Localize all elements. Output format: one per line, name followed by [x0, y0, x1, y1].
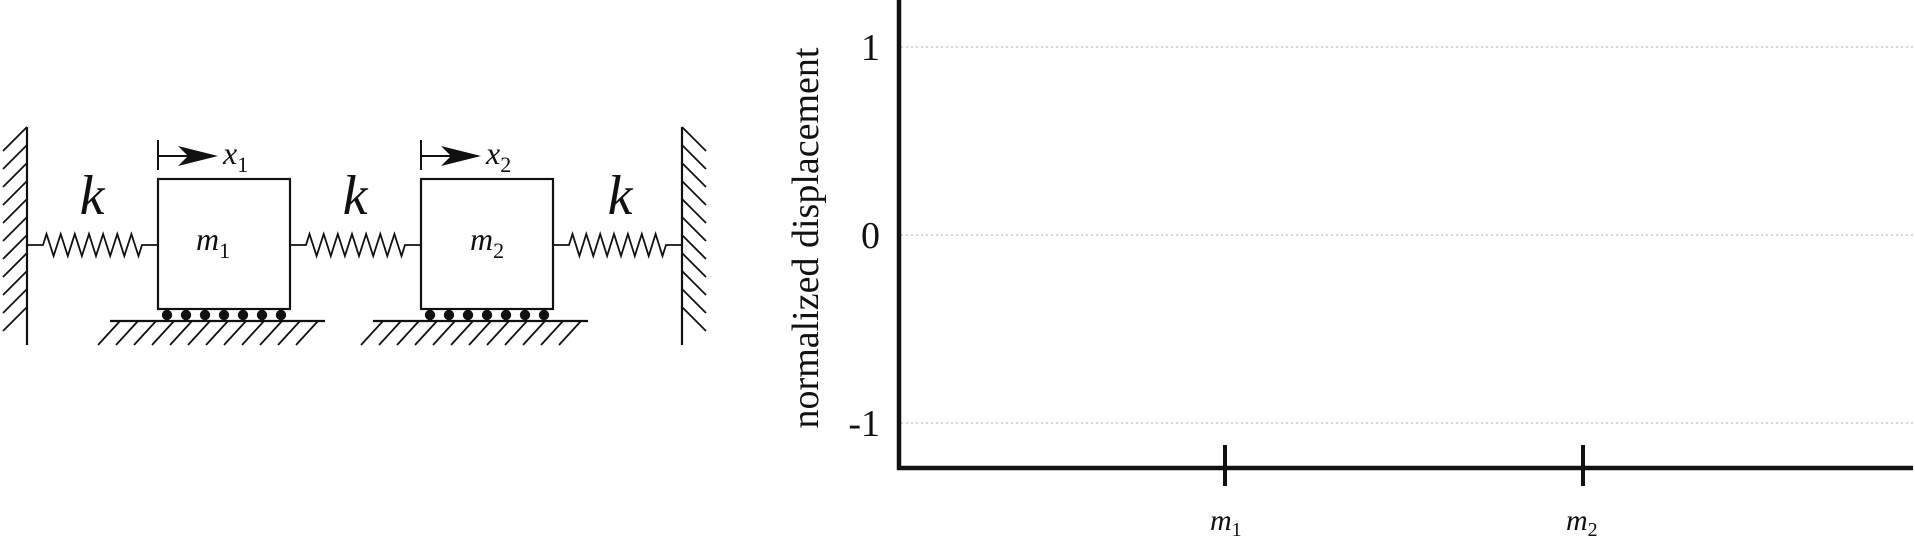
roller-wheel	[500, 309, 512, 321]
mass-1-symbol: m	[196, 221, 219, 257]
roller-wheel	[180, 309, 192, 321]
roller-wheel	[462, 309, 474, 321]
spring-2	[290, 231, 421, 259]
displacement-2-label: x2	[485, 135, 511, 177]
roller-wheel	[538, 309, 550, 321]
right-wall	[680, 126, 707, 345]
rollers-2	[424, 309, 550, 321]
left-wall	[2, 126, 29, 345]
displacement-1-symbol: x	[222, 135, 237, 171]
ground-1	[97, 319, 325, 346]
roller-wheel	[256, 309, 268, 321]
grid-lines	[901, 46, 1913, 424]
x-tick-1-subscript: 1	[1232, 519, 1242, 537]
y-tick-labels: 1 0 -1	[848, 27, 880, 445]
x-tick-2-subscript: 2	[1588, 519, 1598, 537]
roller-wheel	[519, 309, 531, 321]
x-tick-label-2: m2	[1566, 504, 1598, 537]
spring-3-label: k	[608, 165, 634, 227]
y-tick-label: -1	[848, 403, 880, 445]
arrow-head-icon	[178, 146, 218, 166]
mass-1: m1	[156, 177, 292, 311]
ground-2	[360, 319, 588, 346]
y-tick-label: 0	[861, 215, 880, 257]
roller-wheel	[443, 309, 455, 321]
y-tick-label: 1	[861, 27, 880, 69]
spring-3	[553, 230, 682, 260]
mass-1-subscript: 1	[219, 238, 230, 263]
spring-2-label: k	[343, 165, 369, 227]
mass-2: m2	[419, 177, 555, 311]
spring-1-label: k	[80, 165, 106, 227]
roller-wheel	[481, 309, 493, 321]
rollers-1	[161, 309, 287, 321]
x-tick-2-symbol: m	[1566, 504, 1588, 537]
roller-wheel	[199, 309, 211, 321]
x-tick-label-1: m1	[1210, 504, 1242, 537]
x-tick-1-symbol: m	[1210, 504, 1232, 537]
displacement-arrow-2: x2	[420, 135, 511, 177]
plot-axes	[896, 0, 1913, 471]
roller-wheel	[237, 309, 249, 321]
mass-2-label: m2	[470, 221, 504, 263]
spring-mass-diagram: k k k m1 m2 x1	[2, 126, 707, 346]
mass-2-subscript: 2	[493, 238, 504, 263]
mass-1-label: m1	[196, 221, 230, 263]
displacement-arrow-1: x1	[157, 135, 248, 177]
displacement-1-subscript: 1	[237, 152, 248, 177]
roller-wheel	[218, 309, 230, 321]
displacement-2-symbol: x	[485, 135, 500, 171]
mass-2-symbol: m	[470, 221, 493, 257]
displacement-plot: normalized displacement 10-1 m1 m2	[785, 0, 1913, 537]
roller-wheel	[275, 309, 287, 321]
roller-wheel	[161, 309, 173, 321]
spring-1	[27, 231, 158, 259]
roller-wheel	[424, 309, 436, 321]
displacement-1-label: x1	[222, 135, 248, 177]
arrow-head-icon	[441, 146, 481, 166]
y-axis-label: normalized displacement	[785, 47, 827, 428]
displacement-2-subscript: 2	[500, 152, 511, 177]
